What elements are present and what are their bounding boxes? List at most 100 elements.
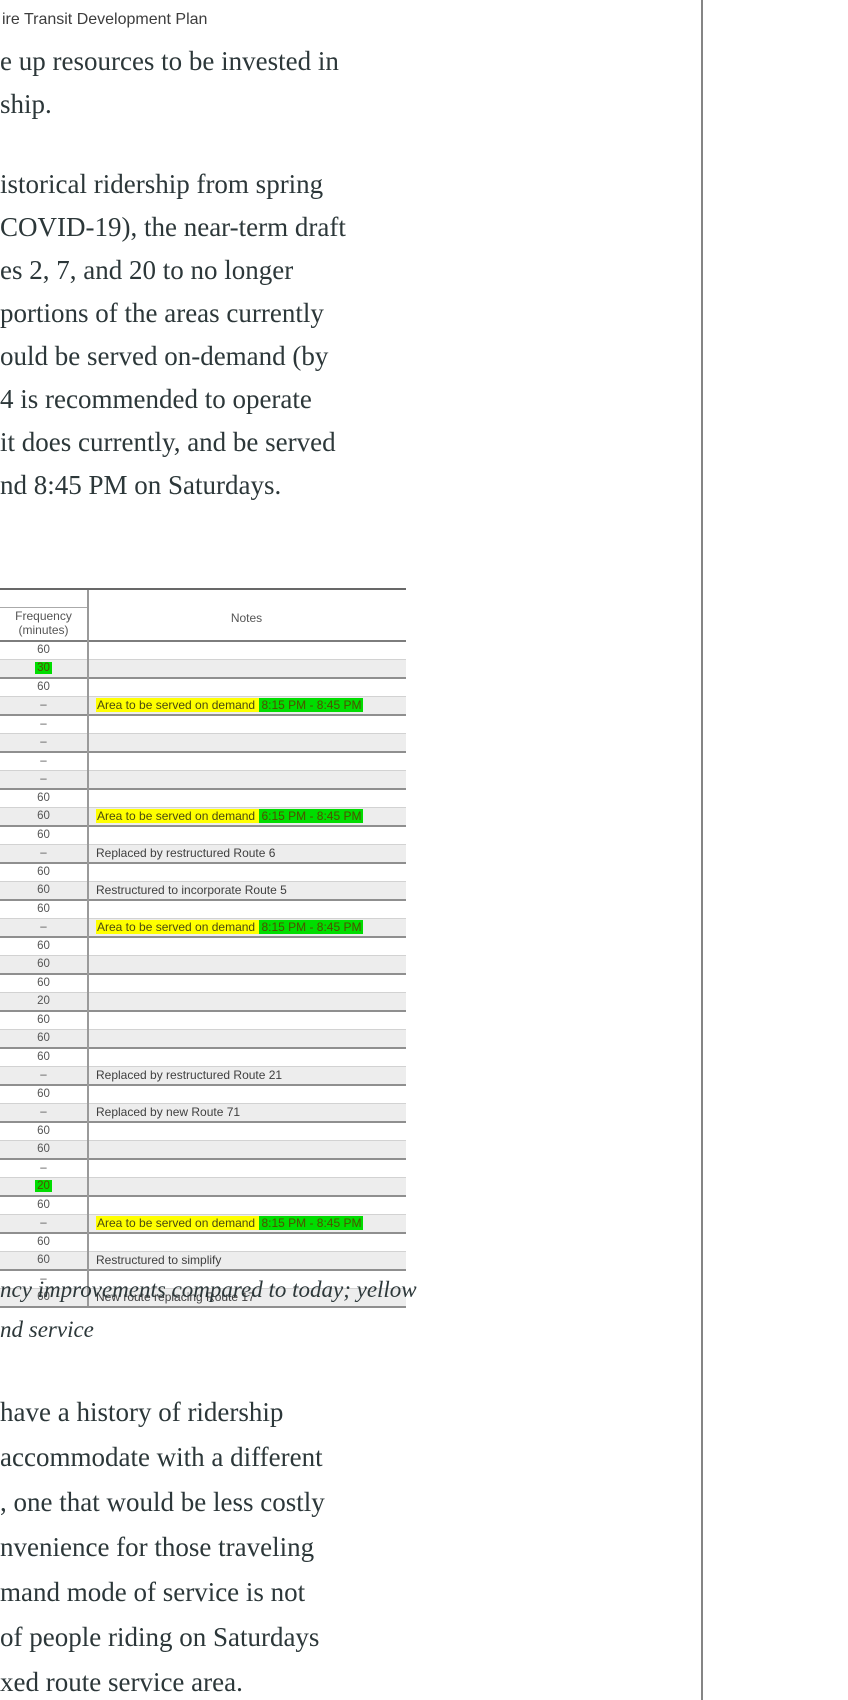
note-cell (87, 1030, 406, 1047)
table-row: – (0, 733, 406, 751)
table-row: 60 (0, 1195, 406, 1214)
note-cell: Area to be served on demand 8:15 PM - 8:… (87, 1215, 406, 1232)
note-cell (87, 1123, 406, 1140)
note-cell (87, 1178, 406, 1195)
text-line: e up resources to be invested in (0, 46, 339, 76)
table-row: 60 Area to be served on demand 6:15 PM - … (0, 807, 406, 825)
frequency-cell: – (40, 718, 47, 730)
notes-column-header: Notes (230, 611, 263, 625)
text-line: mand mode of service is not (0, 1577, 306, 1607)
table-row: 60 (0, 1232, 406, 1251)
yellow-highlight: Area to be served on demand (96, 809, 260, 823)
frequency-cell: 20 (37, 995, 50, 1007)
note-cell: Replaced by restructured Route 6 (96, 846, 276, 860)
frequency-cell: 60 (37, 1125, 50, 1137)
frequency-cell: 60 (37, 940, 50, 952)
note-cell (87, 1086, 406, 1103)
text-line: ould be served on-demand (by (0, 341, 329, 371)
table-row: 60 New route replacing Route 17 (0, 1288, 406, 1306)
text-line: es 2, 7, and 20 to no longer (0, 255, 294, 285)
table-row: – Area to be served on demand 8:15 PM - 8… (0, 1214, 406, 1232)
paragraph-1: e up resources to be invested in ship. (0, 40, 339, 126)
frequency-cell: – (40, 773, 47, 785)
paragraph-2: istorical ridership from spring COVID-19)… (0, 163, 346, 507)
table-row: 30 (0, 659, 406, 677)
note-cell: New route replacing Route 17 (96, 1290, 255, 1304)
table-row: 60 (0, 955, 406, 973)
table-row: – (0, 1158, 406, 1177)
table-row: 60 (0, 1121, 406, 1140)
frequency-cell: – (40, 1162, 47, 1174)
document-header-text: ire Transit Development Plan (2, 11, 208, 28)
frequency-column-header: Frequency (minutes) (0, 609, 87, 637)
table-row: 60 Restructured to simplify (0, 1251, 406, 1269)
frequency-cell: 60 (37, 958, 50, 970)
note-cell (87, 642, 406, 659)
note-cell: Restructured to simplify (96, 1253, 222, 1267)
yellow-highlight: Area to be served on demand (96, 920, 260, 934)
note-cell (87, 901, 406, 918)
note-cell (87, 734, 406, 751)
table-row: 60 (0, 1084, 406, 1103)
text-line: nvenience for those traveling (0, 1532, 315, 1562)
table-caption: ncy improvements compared to today; yell… (0, 1270, 417, 1350)
note-cell (87, 771, 406, 788)
table-row: 20 (0, 1177, 406, 1195)
page-edge-line (701, 0, 703, 1700)
frequency-cell: 60 (37, 792, 50, 804)
note-cell (87, 1012, 406, 1029)
note-cell (87, 660, 406, 677)
text-line: nd service (0, 1317, 94, 1342)
green-highlight: 8:15 PM - 8:45 PM (259, 1216, 364, 1230)
frequency-cell: 60 (37, 1014, 50, 1026)
yellow-highlight: Area to be served on demand (96, 698, 260, 712)
frequency-cell: 60 (37, 903, 50, 915)
frequency-cell: – (40, 847, 47, 859)
table-row: – Replaced by new Route 71 (0, 1103, 406, 1121)
table-row: 60 (0, 899, 406, 918)
note-cell (87, 993, 406, 1010)
yellow-highlight: Area to be served on demand (96, 1216, 260, 1230)
frequency-cell: – (40, 755, 47, 767)
table-row: 60 Restructured to incorporate Route 5 (0, 881, 406, 899)
text-line: COVID-19), the near-term draft (0, 212, 346, 242)
frequency-cell: 60 (37, 1032, 50, 1044)
note-cell: Area to be served on demand 8:15 PM - 8:… (87, 697, 406, 714)
table-row: 60 (0, 1010, 406, 1029)
note-cell (87, 956, 406, 973)
text-line: accommodate with a different (0, 1442, 323, 1472)
table-row: 60 (0, 973, 406, 992)
frequency-table: Frequency (minutes) Notes 60 30 60 – Area to… (0, 588, 406, 1308)
note-cell (87, 938, 406, 955)
paragraph-3: have a history of ridership accommodate w… (0, 1390, 325, 1700)
frequency-cell: 60 (37, 1088, 50, 1100)
header-divider-line (0, 607, 87, 608)
table-row: – (0, 770, 406, 788)
frequency-cell: 60 (37, 1254, 50, 1266)
table-row: – (0, 751, 406, 770)
frequency-cell: 60 (37, 681, 50, 693)
table-row: – (0, 1269, 406, 1288)
green-highlight: 8:15 PM - 8:45 PM (259, 920, 364, 934)
table-row: – Replaced by restructured Route 6 (0, 844, 406, 862)
frequency-header-line2: (minutes) (18, 623, 69, 637)
text-line: 4 is recommended to operate (0, 384, 312, 414)
note-cell: Area to be served on demand 8:15 PM - 8:… (87, 919, 406, 936)
note-cell (87, 1141, 406, 1158)
table-row: 60 (0, 642, 406, 659)
text-line: xed route service area. (0, 1667, 243, 1697)
frequency-cell: 60 (37, 1051, 50, 1063)
frequency-cell: 60 (37, 810, 50, 822)
text-line: have a history of ridership (0, 1397, 284, 1427)
frequency-cell: – (40, 1106, 47, 1118)
text-line: portions of the areas currently (0, 298, 324, 328)
table-row: – Area to be served on demand 8:15 PM - 8… (0, 918, 406, 936)
table-row: 60 (0, 1140, 406, 1158)
table-row: 20 (0, 992, 406, 1010)
frequency-cell: – (40, 699, 47, 711)
frequency-cell: – (40, 1217, 47, 1229)
frequency-cell: – (40, 921, 47, 933)
table-row: 60 (0, 936, 406, 955)
text-line: , one that would be less costly (0, 1487, 325, 1517)
